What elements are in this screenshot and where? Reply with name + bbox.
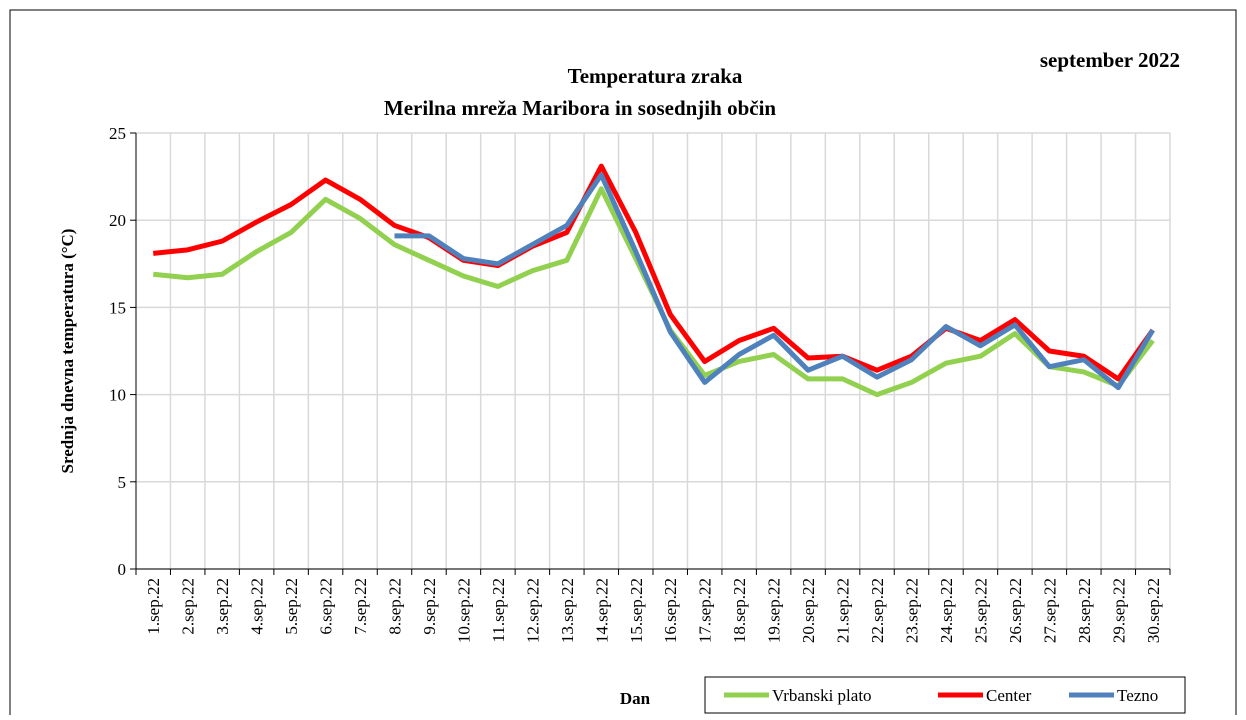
y-axis-label: Srednja dnevna temperatura (°C) xyxy=(58,229,77,474)
x-tick-label: 14.sep.22 xyxy=(592,578,611,643)
chart-title: Merilna mreža Maribora in sosednjih obči… xyxy=(384,96,776,120)
x-tick-label: 15.sep.22 xyxy=(627,578,646,643)
legend-label: Tezno xyxy=(1117,686,1158,705)
x-tick-label: 9.sep.22 xyxy=(420,578,439,635)
chart-subtitle: september 2022 xyxy=(1040,48,1180,72)
x-tick-label: 4.sep.22 xyxy=(248,578,267,635)
x-tick-label: 8.sep.22 xyxy=(386,578,405,635)
legend-label: Center xyxy=(986,686,1032,705)
x-tick-label: 22.sep.22 xyxy=(868,578,887,643)
x-tick-label: 7.sep.22 xyxy=(351,578,370,635)
y-tick-label: 15 xyxy=(109,298,126,317)
x-tick-label: 24.sep.22 xyxy=(937,578,956,643)
y-tick-label: 5 xyxy=(118,473,127,492)
x-tick-label: 12.sep.22 xyxy=(523,578,542,643)
x-tick-label: 13.sep.22 xyxy=(558,578,577,643)
chart-title: Temperatura zraka xyxy=(568,64,743,88)
x-tick-label: 3.sep.22 xyxy=(213,578,232,635)
x-tick-label: 27.sep.22 xyxy=(1040,578,1059,643)
x-tick-label: 6.sep.22 xyxy=(317,578,336,635)
y-tick-label: 20 xyxy=(109,211,126,230)
x-tick-label: 30.sep.22 xyxy=(1144,578,1163,643)
x-tick-label: 1.sep.22 xyxy=(144,578,163,635)
x-tick-label: 5.sep.22 xyxy=(282,578,301,635)
x-tick-label: 17.sep.22 xyxy=(696,578,715,643)
x-tick-label: 19.sep.22 xyxy=(765,578,784,643)
x-tick-label: 25.sep.22 xyxy=(971,578,990,643)
y-tick-label: 25 xyxy=(109,124,126,143)
x-tick-label: 26.sep.22 xyxy=(1006,578,1025,643)
y-tick-label: 10 xyxy=(109,386,126,405)
x-tick-label: 11.sep.22 xyxy=(489,578,508,643)
x-tick-label: 10.sep.22 xyxy=(454,578,473,643)
x-tick-label: 18.sep.22 xyxy=(730,578,749,643)
x-tick-label: 2.sep.22 xyxy=(179,578,198,635)
chart-border xyxy=(9,9,1237,720)
y-tick-label: 0 xyxy=(118,560,127,579)
x-axis-label: Dan xyxy=(620,689,651,708)
x-tick-label: 20.sep.22 xyxy=(799,578,818,643)
x-tick-label: 16.sep.22 xyxy=(661,578,680,643)
x-tick-label: 21.sep.22 xyxy=(834,578,853,643)
series-line xyxy=(394,172,1155,391)
series-line xyxy=(152,163,1155,382)
x-tick-label: 29.sep.22 xyxy=(1109,578,1128,643)
x-tick-label: 23.sep.22 xyxy=(903,578,922,643)
legend-label: Vrbanski plato xyxy=(772,686,872,705)
x-tick-label: 28.sep.22 xyxy=(1075,578,1094,643)
